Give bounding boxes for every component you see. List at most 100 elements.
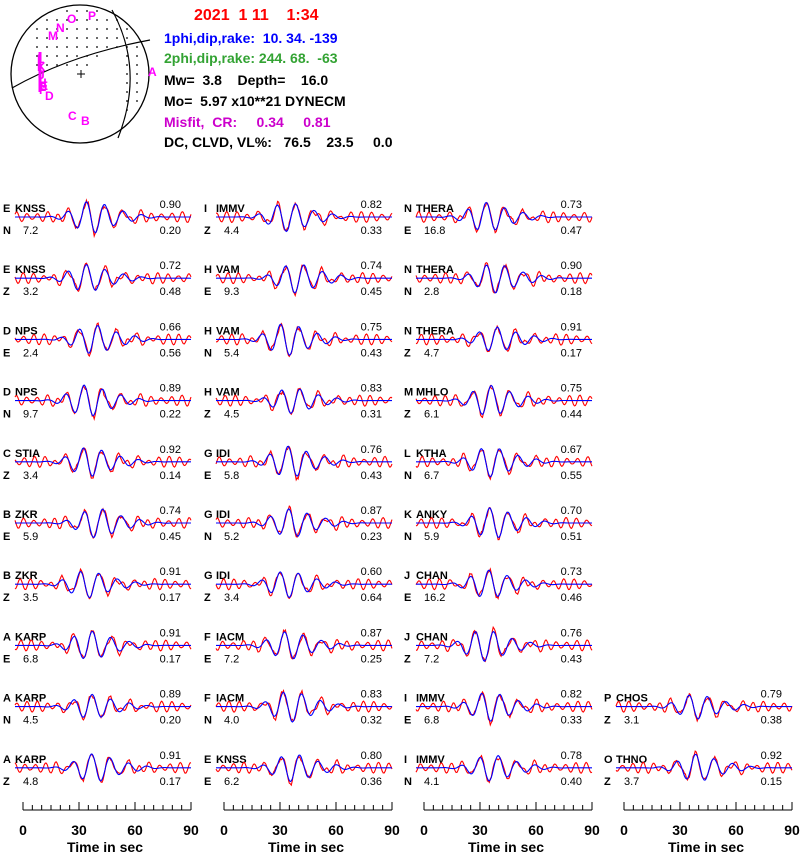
trace-component: N xyxy=(404,531,412,543)
trace-panel: B ZKR 0.91Z 3.5 0.17 xyxy=(3,566,192,604)
trace-station: IACM xyxy=(216,631,244,643)
synthetic-waveform xyxy=(216,691,392,723)
trace-vr: 0.31 xyxy=(361,409,382,421)
trace-letter: G xyxy=(204,448,213,460)
trace-station: ANKY xyxy=(416,509,448,521)
nodal-plane-1: 1phi,dip,rake: 10. 34. -139 xyxy=(164,30,338,46)
observed-waveform xyxy=(215,628,393,660)
trace-shift: 4.5 xyxy=(23,715,38,727)
trace-panel: A KARP 0.89 N 4.5 0.20 xyxy=(3,689,192,727)
tick-label: 30 xyxy=(272,822,288,838)
synthetic-waveform xyxy=(15,753,191,782)
synthetic-waveform xyxy=(216,445,392,477)
beachball-dot xyxy=(86,64,88,66)
beachball-dot xyxy=(136,64,138,66)
synthetic-waveform xyxy=(416,754,592,782)
synthetic-waveform xyxy=(216,508,392,537)
trace-component: E xyxy=(404,715,411,727)
beachball-dot xyxy=(106,37,108,39)
beachball-dot xyxy=(96,28,98,30)
synthetic-waveform xyxy=(15,508,191,539)
beachball-dot xyxy=(76,46,78,48)
beachball-dot xyxy=(86,28,88,30)
trace-shift: 5.8 xyxy=(224,470,239,482)
trace-panel: B ZKR 0.74 E 5.9 0.45 xyxy=(3,505,192,543)
trace-component: Z xyxy=(3,776,10,788)
dc-clvd-vl: DC, CLVD, VL%: 76.5 23.5 0.0 xyxy=(164,134,393,150)
trace-shift: 6.1 xyxy=(424,409,439,421)
synthetic-waveform xyxy=(416,264,592,294)
trace-letter: D xyxy=(3,325,11,337)
beachball-dot xyxy=(136,100,138,102)
beachball-dot xyxy=(46,46,48,48)
trace-component: Z xyxy=(3,470,10,482)
trace-vr: 0.18 xyxy=(561,286,582,298)
trace-shift: 9.3 xyxy=(224,286,239,298)
synthetic-waveform xyxy=(216,264,392,294)
trace-panel: H VAM 0.74 E 9.3 0.45 xyxy=(204,260,393,298)
trace-letter: P xyxy=(604,693,611,705)
beachball-dot xyxy=(126,37,128,39)
trace-panel: H VAM 0.83 Z 4.5 0.31 xyxy=(204,383,393,421)
trace-component: N xyxy=(204,347,212,359)
trace-component: Z xyxy=(204,592,211,604)
trace-component: Z xyxy=(3,286,10,298)
trace-shift: 5.2 xyxy=(224,531,239,543)
trace-shift: 6.8 xyxy=(23,653,38,665)
tick-label: 0 xyxy=(620,822,628,838)
trace-cc: 0.76 xyxy=(361,444,382,456)
trace-shift: 6.7 xyxy=(424,470,439,482)
trace-cc: 0.74 xyxy=(361,260,382,272)
observed-waveform xyxy=(14,567,192,600)
beachball-dot xyxy=(76,37,78,39)
trace-letter: H xyxy=(204,264,212,276)
trace-component: E xyxy=(3,347,10,359)
beachball-dot xyxy=(136,73,138,75)
tick-label: 30 xyxy=(71,822,87,838)
trace-shift: 9.7 xyxy=(23,409,38,421)
observed-waveform xyxy=(415,324,593,353)
trace-shift: 4.1 xyxy=(424,776,439,788)
trace-station: CHOS xyxy=(616,693,648,705)
synthetic-waveform xyxy=(15,384,191,417)
trace-cc: 0.91 xyxy=(561,321,582,333)
trace-component: E xyxy=(3,653,10,665)
tick-label: 90 xyxy=(384,822,400,838)
trace-shift: 6.2 xyxy=(224,776,239,788)
trace-component: N xyxy=(404,470,412,482)
trace-panel: I IMMV 0.82 Z 4.4 0.33 xyxy=(204,199,393,237)
trace-station: KNSS xyxy=(216,754,247,766)
trace-vr: 0.64 xyxy=(361,592,382,604)
trace-station: THERA xyxy=(416,203,454,215)
trace-shift: 4.4 xyxy=(224,225,239,237)
trace-vr: 0.17 xyxy=(160,592,181,604)
synthetic-waveform xyxy=(216,388,392,414)
trace-shift: 16.2 xyxy=(424,592,445,604)
trace-letter: J xyxy=(404,631,410,643)
trace-panel: E KNSS 0.90 N 7.2 0.20 xyxy=(3,198,192,239)
trace-shift: 5.4 xyxy=(224,347,239,359)
trace-component: E xyxy=(404,592,411,604)
trace-shift: 6.8 xyxy=(424,715,439,727)
trace-panel: H VAM 0.75 N 5.4 0.43 xyxy=(204,321,393,359)
beachball-dot xyxy=(86,37,88,39)
beachball-dot xyxy=(46,37,48,39)
trace-vr: 0.45 xyxy=(160,531,181,543)
trace-shift: 7.2 xyxy=(224,653,239,665)
tick-label: 60 xyxy=(127,822,143,838)
event-date: 2021 1 11 1:34 xyxy=(194,7,319,24)
trace-vr: 0.33 xyxy=(561,715,582,727)
trace-letter: G xyxy=(204,509,213,521)
beachball-dot xyxy=(66,64,68,66)
trace-component: Z xyxy=(604,715,611,727)
beachball-dot xyxy=(126,100,128,102)
trace-vr: 0.46 xyxy=(561,592,582,604)
nodal-plane-2: 2phi,dip,rake: 244. 68. -63 xyxy=(164,50,338,66)
beachball-station-l: L xyxy=(37,52,44,66)
beachball-dot xyxy=(126,73,128,75)
trace-station: NPS xyxy=(15,325,38,337)
beachball-dot xyxy=(36,28,38,30)
trace-shift: 4.8 xyxy=(23,776,38,788)
trace-letter: A xyxy=(3,631,11,643)
trace-panel: A KARP 0.91 E 6.8 0.17 xyxy=(3,627,192,665)
